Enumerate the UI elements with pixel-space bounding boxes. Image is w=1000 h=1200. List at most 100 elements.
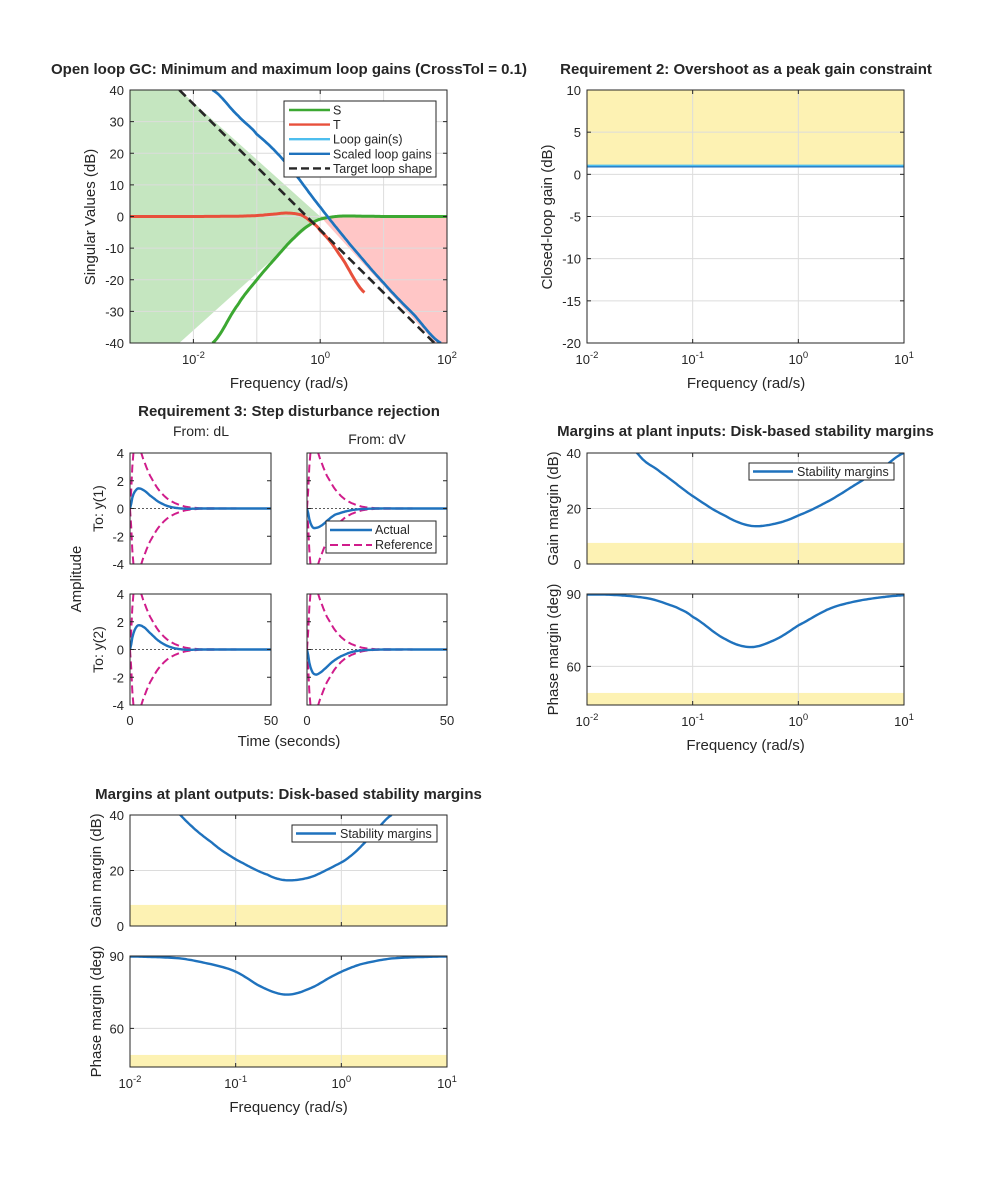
gain-margin-bound-region (587, 542, 904, 564)
x-tick-label-exp: -1 (696, 350, 704, 361)
y-tick-label: 40 (567, 446, 581, 461)
y-tick-label: 0 (117, 919, 124, 934)
gain-ylabel: Gain margin (dB) (545, 451, 562, 565)
loopshape-ylabel: Singular Values (dB) (82, 149, 99, 285)
y-tick-label: -2 (112, 529, 124, 544)
y-tick-label: -30 (105, 304, 124, 319)
x-tick-label-exp: -1 (696, 712, 704, 723)
actual-line (130, 487, 271, 510)
legend-label: Target loop shape (333, 162, 432, 176)
step-series (130, 594, 271, 705)
legend-label: Loop gain(s) (333, 133, 403, 147)
loopshape-chart: Open loop GC: Minimum and maximum loop g… (51, 61, 527, 392)
row-label: To: y(2) (90, 626, 106, 673)
legend-label: Stability margins (797, 465, 889, 479)
x-tick-label-base: 10 (576, 352, 590, 367)
y-tick-label: -10 (562, 252, 581, 267)
y-tick-label: 10 (567, 83, 581, 98)
step-axes-box (129, 593, 272, 706)
step-panel (306, 452, 448, 565)
y-tick-label: 0 (117, 643, 124, 658)
gain-margin-bound-region (130, 904, 447, 926)
phase-ylabel: Phase margin (deg) (545, 584, 562, 716)
y-tick-label: 20 (110, 864, 124, 879)
phase-margin-line (587, 594, 904, 649)
step-ylabel: Amplitude (68, 546, 85, 613)
overshoot-ylabel: Closed-loop gain (dB) (539, 144, 556, 289)
y-tick-label: 90 (567, 587, 581, 602)
x-tick-label: 10-2 (119, 1074, 142, 1091)
margins_inputs-chart: Margins at plant inputs: Disk-based stab… (545, 423, 934, 754)
legend-label: T (333, 118, 341, 132)
x-tick-label-exp: 1 (452, 1074, 457, 1085)
series-target-loop-shape (178, 90, 437, 343)
x-tick-label: 100 (331, 1074, 351, 1091)
x-tick-label: 10-1 (681, 712, 704, 729)
step-panel: -4 -2 0 2 4 To: y(1) (90, 446, 272, 572)
x-tick-label-base: 10 (182, 352, 196, 367)
actual-line (307, 648, 447, 676)
x-tick-label-base: 10 (310, 352, 324, 367)
x-tick-label: 0 (126, 713, 133, 728)
legend-label: Actual (375, 523, 410, 537)
y-tick-label: -2 (112, 670, 124, 685)
x-tick-label-base: 10 (576, 714, 590, 729)
y-tick-label: 60 (110, 1021, 124, 1036)
x-tick-label-exp: 0 (346, 1074, 351, 1085)
series-T (130, 211, 366, 294)
phase-axes-box (586, 593, 905, 706)
y-tick-label: 40 (110, 83, 124, 98)
y-tick-label: 2 (117, 474, 124, 489)
margins_inputs-title: Margins at plant inputs: Disk-based stab… (557, 423, 934, 440)
y-tick-label: -10 (105, 241, 124, 256)
column-label-dV: From: dV (348, 431, 406, 447)
step-xlabel: Time (seconds) (238, 733, 341, 750)
y-tick-label: 10 (110, 178, 124, 193)
margins_outputs-chart: Margins at plant outputs: Disk-based sta… (88, 786, 482, 1116)
step-axes-box (306, 452, 448, 565)
x-tick-label-base: 10 (894, 352, 908, 367)
column-label-dL: From: dL (173, 423, 229, 439)
overshoot-chart: Requirement 2: Overshoot as a peak gain … (539, 61, 932, 392)
x-tick-label-base: 10 (681, 714, 695, 729)
phase-ylabel: Phase margin (deg) (88, 946, 105, 1078)
legend-box (291, 824, 438, 843)
margins_outputs-xlabel: Frequency (rad/s) (229, 1099, 347, 1116)
step-chart: Requirement 3: Step disturbance rejectio… (68, 403, 454, 750)
x-tick-label: 10-2 (576, 712, 599, 729)
y-tick-label: 20 (110, 146, 124, 161)
y-tick-label: -40 (105, 336, 124, 351)
gain-axes-box (586, 452, 905, 565)
x-tick-label: 101 (894, 350, 914, 367)
y-tick-label: 0 (117, 210, 124, 225)
x-tick-label: 100 (788, 350, 808, 367)
legend-box (325, 520, 437, 554)
x-tick-label: 10-1 (224, 1074, 247, 1091)
y-tick-label: 5 (574, 125, 581, 140)
margins_outputs-legend: Stability margins (291, 824, 438, 843)
y-tick-label: 2 (117, 615, 124, 630)
legend-label: S (333, 104, 341, 118)
step-panel: 0 50 (303, 593, 454, 728)
loopshape-xlabel: Frequency (rad/s) (230, 375, 348, 392)
x-tick-label-exp: 1 (909, 712, 914, 723)
x-tick-label-exp: -2 (196, 350, 204, 361)
x-tick-label: 100 (788, 712, 808, 729)
legend-label: Scaled loop gains (333, 147, 432, 161)
x-tick-label-base: 10 (119, 1076, 133, 1091)
margins_inputs-legend: Stability margins (748, 462, 895, 481)
x-tick-label-exp: -2 (590, 712, 598, 723)
step-axes-box (306, 593, 448, 706)
y-tick-label: -4 (112, 557, 124, 572)
x-tick-label-base: 10 (681, 352, 695, 367)
x-tick-label-exp: 0 (325, 350, 330, 361)
row-label: To: y(1) (90, 485, 106, 532)
loopshape-series (130, 90, 447, 343)
y-tick-label: 60 (567, 659, 581, 674)
x-tick-label: 100 (310, 350, 330, 367)
actual-line (307, 507, 447, 530)
phase-axes-box (129, 955, 448, 1068)
x-tick-label: 0 (303, 713, 310, 728)
x-tick-label-exp: 0 (803, 350, 808, 361)
